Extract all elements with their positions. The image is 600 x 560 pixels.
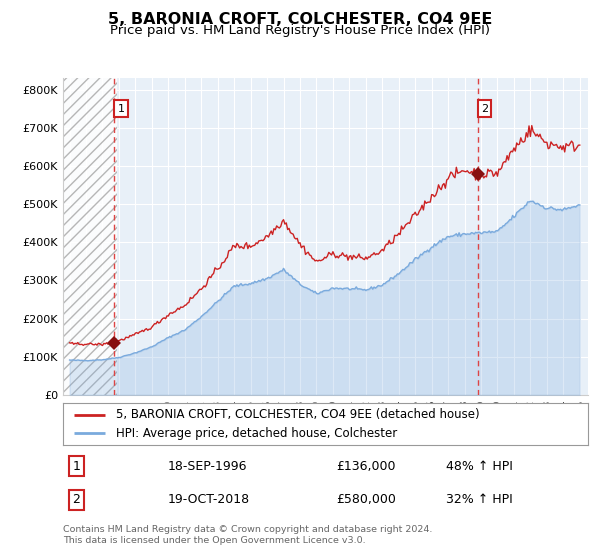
Text: 2: 2 bbox=[481, 104, 488, 114]
Text: 2: 2 bbox=[72, 493, 80, 506]
Text: Contains HM Land Registry data © Crown copyright and database right 2024.
This d: Contains HM Land Registry data © Crown c… bbox=[63, 525, 433, 545]
Text: 1: 1 bbox=[118, 104, 125, 114]
Text: 18-SEP-1996: 18-SEP-1996 bbox=[168, 460, 248, 473]
Text: 32% ↑ HPI: 32% ↑ HPI bbox=[446, 493, 513, 506]
Text: 1: 1 bbox=[72, 460, 80, 473]
Text: Price paid vs. HM Land Registry's House Price Index (HPI): Price paid vs. HM Land Registry's House … bbox=[110, 24, 490, 37]
Bar bbox=[63, 78, 118, 395]
Text: 5, BARONIA CROFT, COLCHESTER, CO4 9EE (detached house): 5, BARONIA CROFT, COLCHESTER, CO4 9EE (d… bbox=[115, 408, 479, 422]
Text: HPI: Average price, detached house, Colchester: HPI: Average price, detached house, Colc… bbox=[115, 427, 397, 440]
Text: £136,000: £136,000 bbox=[336, 460, 395, 473]
Text: 5, BARONIA CROFT, COLCHESTER, CO4 9EE: 5, BARONIA CROFT, COLCHESTER, CO4 9EE bbox=[108, 12, 492, 27]
Text: 48% ↑ HPI: 48% ↑ HPI bbox=[446, 460, 513, 473]
Text: 19-OCT-2018: 19-OCT-2018 bbox=[168, 493, 250, 506]
Text: £580,000: £580,000 bbox=[336, 493, 396, 506]
